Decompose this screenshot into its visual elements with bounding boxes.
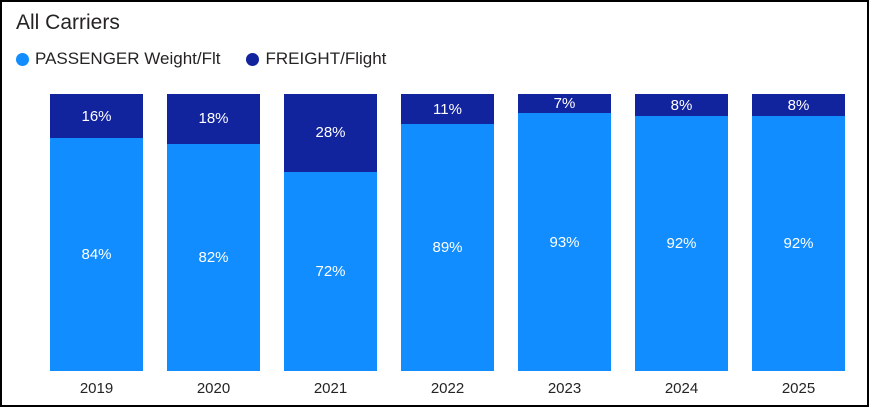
stacked-bar: 18% 82% (167, 94, 260, 371)
x-axis-label: 2019 (79, 380, 114, 397)
passenger-segment-label: 92% (783, 235, 814, 253)
legend: PASSENGER Weight/Flt FREIGHT/Flight (16, 48, 855, 70)
freight-segment-label: 8% (787, 96, 810, 114)
bar-group-2022: 11% 89% 2022 (401, 94, 494, 397)
passenger-segment[interactable]: 92% (635, 116, 728, 371)
bar-group-2021: 28% 72% 2021 (284, 94, 377, 397)
stacked-bar: 8% 92% (635, 94, 728, 371)
stacked-bar: 16% 84% (50, 94, 143, 371)
freight-segment-label: 16% (81, 107, 112, 125)
freight-segment[interactable]: 28% (284, 94, 377, 172)
passenger-segment[interactable]: 82% (167, 143, 260, 371)
bar-group-2024: 8% 92% 2024 (635, 94, 728, 397)
freight-segment[interactable]: 16% (50, 94, 143, 139)
passenger-segment[interactable]: 84% (50, 138, 143, 371)
legend-dot-icon (246, 52, 260, 66)
passenger-segment[interactable]: 92% (752, 116, 845, 371)
passenger-segment-label: 89% (432, 239, 463, 257)
freight-segment-label: 18% (198, 110, 229, 128)
stacked-bar: 11% 89% (401, 94, 494, 371)
x-axis-label: 2025 (781, 380, 816, 397)
legend-item-passenger[interactable]: PASSENGER Weight/Flt (16, 49, 220, 69)
stacked-bar: 8% 92% (752, 94, 845, 371)
bar-group-2020: 18% 82% 2020 (167, 94, 260, 397)
x-axis-label: 2021 (313, 380, 348, 397)
chart-title: All Carriers (16, 11, 120, 34)
freight-segment[interactable]: 8% (635, 94, 728, 117)
freight-segment[interactable]: 8% (752, 94, 845, 117)
passenger-segment-label: 72% (315, 262, 346, 280)
freight-segment[interactable]: 11% (401, 94, 494, 125)
legend-dot-icon (16, 52, 29, 66)
x-axis-label: 2023 (547, 380, 582, 397)
stacked-bar: 7% 93% (518, 94, 611, 371)
bar-group-2019: 16% 84% 2019 (50, 94, 143, 397)
bar-group-2023: 7% 93% 2023 (518, 94, 611, 397)
legend-label: FREIGHT/Flight (265, 49, 387, 68)
freight-segment-label: 28% (315, 124, 346, 142)
passenger-segment-label: 84% (81, 246, 112, 264)
bar-chart: 16% 84% 2019 18% 82% 2020 28% 72% 2021 11% 89% 2022… (16, 70, 855, 397)
legend-label: PASSENGER Weight/Flt (35, 49, 221, 68)
legend-item-freight[interactable]: FREIGHT/Flight (246, 49, 386, 69)
freight-segment-label: 8% (670, 96, 693, 114)
passenger-segment-label: 92% (666, 235, 697, 253)
passenger-segment[interactable]: 89% (401, 124, 494, 371)
passenger-segment[interactable]: 93% (518, 113, 611, 371)
stacked-bar: 28% 72% (284, 94, 377, 371)
bar-group-2025: 8% 92% 2025 (752, 94, 845, 397)
freight-segment[interactable]: 18% (167, 94, 260, 144)
freight-segment-label: 7% (553, 95, 576, 113)
passenger-segment[interactable]: 72% (284, 171, 377, 371)
x-axis-label: 2024 (664, 380, 699, 397)
freight-segment-label: 11% (433, 100, 462, 118)
freight-segment[interactable]: 7% (518, 94, 611, 114)
x-axis-label: 2022 (430, 380, 465, 397)
passenger-segment-label: 82% (198, 248, 229, 266)
x-axis-label: 2020 (196, 380, 231, 397)
passenger-segment-label: 93% (549, 233, 580, 251)
